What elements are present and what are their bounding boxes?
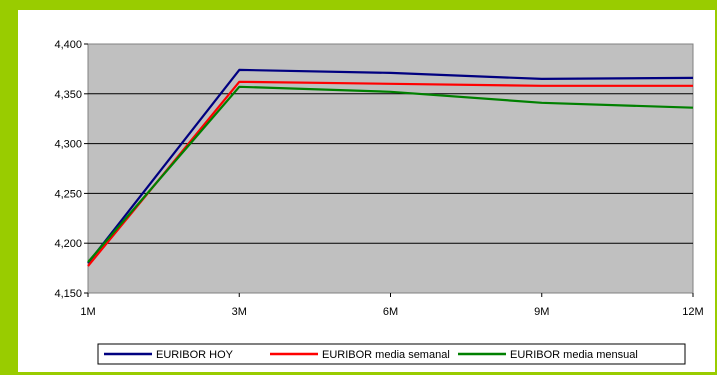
y-tick-label: 4,300 xyxy=(54,139,82,151)
y-tick-label: 4,400 xyxy=(54,39,82,51)
y-tick-label: 4,150 xyxy=(54,288,82,300)
x-tick-label: 12M xyxy=(682,306,703,318)
legend: EURIBOR HOY EURIBOR media semanal EURIBOR … xyxy=(97,343,686,365)
y-tick-label: 4,350 xyxy=(54,89,82,101)
x-axis: 1M 3M 6M 9M 12M xyxy=(80,293,704,318)
y-tick-label: 4,250 xyxy=(54,188,82,200)
series-lines xyxy=(87,68,694,267)
series-line-2 xyxy=(87,80,693,267)
legend-label-2: EURIBOR media semanal xyxy=(322,349,450,361)
x-tick-label: 1M xyxy=(80,306,95,318)
legend-label-1: EURIBOR HOY xyxy=(156,349,234,361)
plot-area xyxy=(87,43,694,294)
chart-area: 4,400 4,350 4,300 4,250 4,200 4,150 1M 3M 6M 9M 1… xyxy=(18,10,715,372)
y-tick-label: 4,200 xyxy=(54,238,82,250)
x-tick-label: 9M xyxy=(534,306,549,318)
y-axis: 4,400 4,350 4,300 4,250 4,200 4,150 xyxy=(54,39,88,300)
series-line-1 xyxy=(87,68,694,264)
legend-box xyxy=(97,343,686,365)
x-tick-label: 3M xyxy=(232,306,247,318)
x-tick-label: 6M xyxy=(383,306,398,318)
legend-label-3: EURIBOR media mensual xyxy=(510,349,638,361)
series-line-3 xyxy=(87,85,694,263)
